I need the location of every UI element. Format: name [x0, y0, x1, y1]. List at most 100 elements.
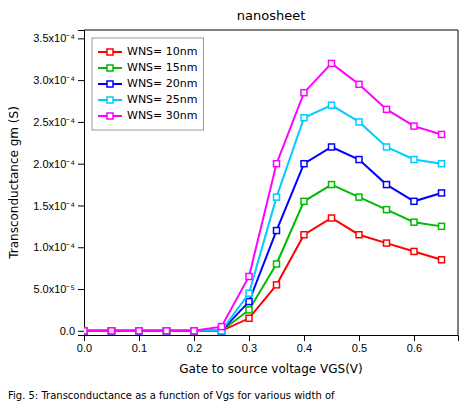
- marker: [246, 290, 252, 296]
- tick: 5.0x10⁻⁵: [33, 283, 84, 295]
- tick-mark: [78, 38, 84, 39]
- marker: [84, 328, 87, 334]
- marker: [411, 248, 417, 254]
- marker: [84, 328, 87, 334]
- marker: [246, 307, 252, 313]
- tick: 2.0x10⁻⁴: [33, 158, 84, 170]
- marker: [439, 190, 445, 196]
- legend-label: WNS= 20nm: [127, 77, 198, 90]
- marker: [411, 123, 417, 129]
- caption: Fig. 5: Transconductance as a function o…: [8, 390, 335, 401]
- legend-marker: [107, 81, 113, 87]
- marker: [384, 144, 390, 150]
- marker: [356, 157, 362, 163]
- tick: 0.3: [242, 335, 257, 354]
- tick-mark: [249, 335, 250, 341]
- title: nanosheet: [237, 8, 306, 23]
- tick-mark: [78, 289, 84, 290]
- legend-marker: [107, 113, 113, 119]
- legend-marker: [107, 97, 113, 103]
- marker: [329, 102, 335, 108]
- marker: [164, 328, 170, 334]
- marker: [274, 261, 280, 267]
- x-axis-title: Gate to source voltage VGS(V): [179, 362, 362, 376]
- marker: [301, 198, 307, 204]
- x-axis: 0.00.10.20.30.40.50.6: [77, 335, 459, 354]
- tick-mark: [78, 164, 84, 165]
- series-markers: [84, 182, 445, 334]
- marker: [329, 182, 335, 188]
- marker: [191, 328, 197, 334]
- marker: [136, 328, 142, 334]
- frame: [84, 30, 458, 31]
- marker: [274, 228, 280, 234]
- marker: [384, 182, 390, 188]
- marker: [246, 274, 252, 280]
- tick-label: 2.0x10⁻⁴: [33, 158, 75, 170]
- marker: [219, 324, 225, 330]
- y-axis-title: Transconductance gm (S): [7, 106, 21, 260]
- marker: [411, 198, 417, 204]
- tick-mark: [139, 335, 140, 341]
- tick-label: 5.0x10⁻⁵: [33, 283, 75, 295]
- marker: [136, 328, 142, 334]
- marker: [439, 161, 445, 167]
- marker: [356, 81, 362, 87]
- marker: [301, 232, 307, 238]
- marker: [411, 157, 417, 163]
- tick-label: 3.5x10⁻⁴: [33, 32, 75, 44]
- tick-label: 0.3: [242, 342, 257, 354]
- frame: [458, 30, 459, 335]
- tick-mark: [78, 331, 84, 332]
- marker: [329, 215, 335, 221]
- legend-label: WNS= 25nm: [127, 93, 198, 106]
- legend-marker: [107, 65, 113, 71]
- marker: [109, 328, 115, 334]
- legend-box: [92, 38, 204, 130]
- marker: [109, 328, 115, 334]
- tick-mark: [78, 80, 84, 81]
- marker: [274, 161, 280, 167]
- legend-item: WNS= 25nm: [98, 93, 198, 106]
- marker: [274, 194, 280, 200]
- legend-item: WNS= 20nm: [98, 77, 198, 90]
- tick-mark: [304, 335, 305, 341]
- tick: 1.0x10⁻⁴: [33, 241, 84, 253]
- marker: [191, 328, 197, 334]
- legend-label: WNS= 30nm: [127, 109, 198, 122]
- tick: 0.5: [352, 335, 367, 354]
- marker: [164, 328, 170, 334]
- series-markers: [84, 215, 445, 334]
- tick-label: 2.5x10⁻⁴: [33, 116, 75, 128]
- marker: [411, 219, 417, 225]
- marker: [191, 328, 197, 334]
- axis-line: [78, 31, 85, 336]
- series-line: [84, 218, 442, 331]
- tick-label: 0.5: [352, 342, 367, 354]
- legend-marker: [107, 49, 113, 55]
- series-markers: [84, 60, 445, 333]
- marker: [191, 328, 197, 334]
- y-axis: 0.05.0x10⁻⁵1.0x10⁻⁴1.5x10⁻⁴2.0x10⁻⁴2.5x1…: [33, 31, 84, 337]
- tick-mark: [78, 122, 84, 123]
- marker: [164, 328, 170, 334]
- marker: [439, 223, 445, 229]
- tick: 0.2: [187, 335, 202, 354]
- marker: [84, 328, 87, 334]
- chart: 0.00.10.20.30.40.50.60.05.0x10⁻⁵1.0x10⁻⁴…: [0, 0, 474, 409]
- tick-mark: [194, 335, 195, 341]
- marker: [439, 131, 445, 137]
- marker: [301, 90, 307, 96]
- series-line: [84, 185, 442, 331]
- axis-line: [85, 336, 459, 342]
- legend: WNS= 10nmWNS= 15nmWNS= 20nmWNS= 25nmWNS=…: [92, 38, 204, 130]
- tick-mark: [414, 335, 415, 341]
- tick-label: 3.0x10⁻⁴: [33, 74, 75, 86]
- tick: 3.5x10⁻⁴: [33, 32, 84, 44]
- marker: [301, 115, 307, 121]
- series-group: [84, 60, 445, 333]
- marker: [136, 328, 142, 334]
- tick-mark: [78, 205, 84, 206]
- marker: [384, 207, 390, 213]
- marker: [301, 161, 307, 167]
